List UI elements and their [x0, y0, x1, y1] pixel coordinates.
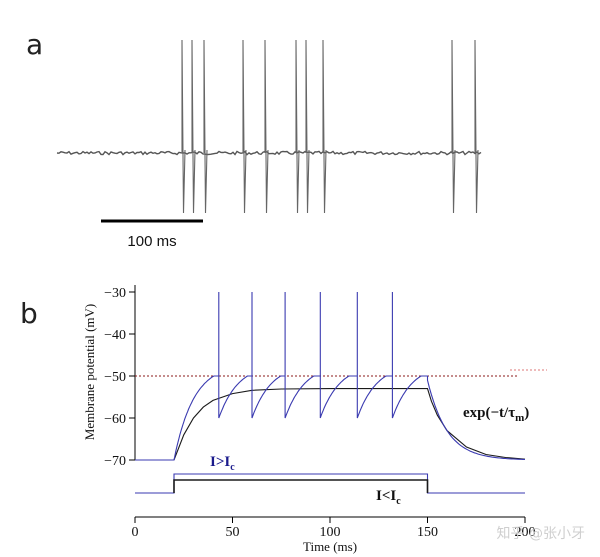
panel-a-trace [56, 39, 482, 214]
watermark: 知乎 @张小牙 [497, 525, 585, 542]
membrane-plot: −30−40−50−60−70 Membrane potential (mV) … [82, 285, 547, 554]
panel-b-label: b [20, 297, 38, 330]
x-axis-label: Time (ms) [303, 539, 357, 554]
extracellular-trace [56, 150, 482, 156]
x-tick-label: 50 [226, 525, 240, 540]
panel-a-label: a [26, 28, 43, 61]
spike [264, 39, 269, 214]
decay-formula: exp(−t/τm) [463, 405, 529, 424]
sub-label: I<Ic [376, 488, 401, 507]
spike [474, 39, 479, 214]
x-tick-label: 100 [320, 525, 341, 540]
x-tick-label: 200 [515, 525, 536, 540]
supra-label: I>Ic [210, 454, 235, 473]
y-tick-label: −70 [104, 454, 126, 469]
scale-bar-label: 100 ms [127, 233, 176, 250]
y-tick-label: −60 [104, 412, 126, 427]
spike [191, 39, 196, 214]
spike [305, 39, 310, 214]
spike-group [181, 39, 479, 214]
spike [242, 39, 247, 214]
spiking-trace [135, 292, 526, 461]
y-axis-label: Membrane potential (mV) [82, 304, 97, 440]
y-tick-label: −40 [104, 328, 126, 343]
x-ticks: 0 50 100 150 200 [132, 517, 536, 540]
stimulus-subthreshold [173, 479, 429, 493]
x-tick-label: 150 [417, 525, 438, 540]
y-tick-label: −50 [104, 370, 126, 385]
x-tick-label: 0 [132, 525, 139, 540]
spike [322, 39, 327, 214]
spike [203, 39, 208, 214]
spike [181, 39, 186, 214]
y-tick-label: −30 [104, 286, 126, 301]
stimulus-suprathreshold [135, 473, 525, 494]
spike [295, 39, 300, 214]
spike [451, 39, 456, 214]
subthreshold-trace [135, 388, 526, 461]
y-ticks: −30 −40 −50 −60 −70 [104, 286, 135, 469]
